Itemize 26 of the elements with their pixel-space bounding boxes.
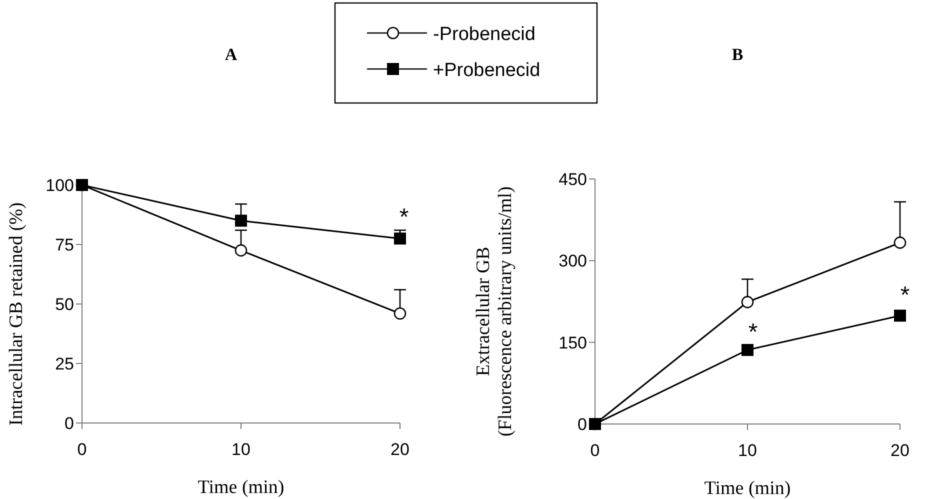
annotation: * bbox=[748, 319, 758, 346]
x-tick-label: 20 bbox=[390, 440, 410, 459]
y-tick-label: 150 bbox=[558, 333, 587, 352]
x-tick-label: 10 bbox=[738, 441, 757, 460]
x-axis-title: Time (min) bbox=[704, 478, 791, 499]
y-tick-label: 75 bbox=[55, 236, 74, 254]
annotation: * bbox=[399, 204, 409, 231]
x-axis-title: Time (min) bbox=[198, 477, 284, 498]
y-axis-title: Extracellular GB (Fluorescence arbitrary units/ml) bbox=[473, 186, 516, 437]
y-tick-label: 25 bbox=[55, 354, 74, 374]
chart-title: A bbox=[224, 45, 238, 64]
text: * bbox=[900, 282, 910, 309]
legend-label: -Probenecid bbox=[433, 24, 536, 45]
y-tick-label: 300 bbox=[558, 252, 587, 271]
y-tick-label: 50 bbox=[55, 295, 74, 314]
y-tick-label: 0 bbox=[64, 414, 74, 433]
y-tick-label: 450 bbox=[558, 170, 587, 189]
y-tick-label: 0 bbox=[578, 415, 587, 434]
y-axis-title: Intracellular GB retained (%) bbox=[6, 202, 27, 426]
x-tick-label: 0 bbox=[77, 440, 87, 459]
legend-label: +Probenecid bbox=[433, 60, 540, 81]
chart-title: B bbox=[732, 45, 744, 64]
x-tick-label: 0 bbox=[590, 441, 600, 460]
x-tick-label: 20 bbox=[890, 441, 910, 460]
x-tick-label: 10 bbox=[232, 440, 250, 459]
y-tick-label: 100 bbox=[46, 176, 74, 195]
